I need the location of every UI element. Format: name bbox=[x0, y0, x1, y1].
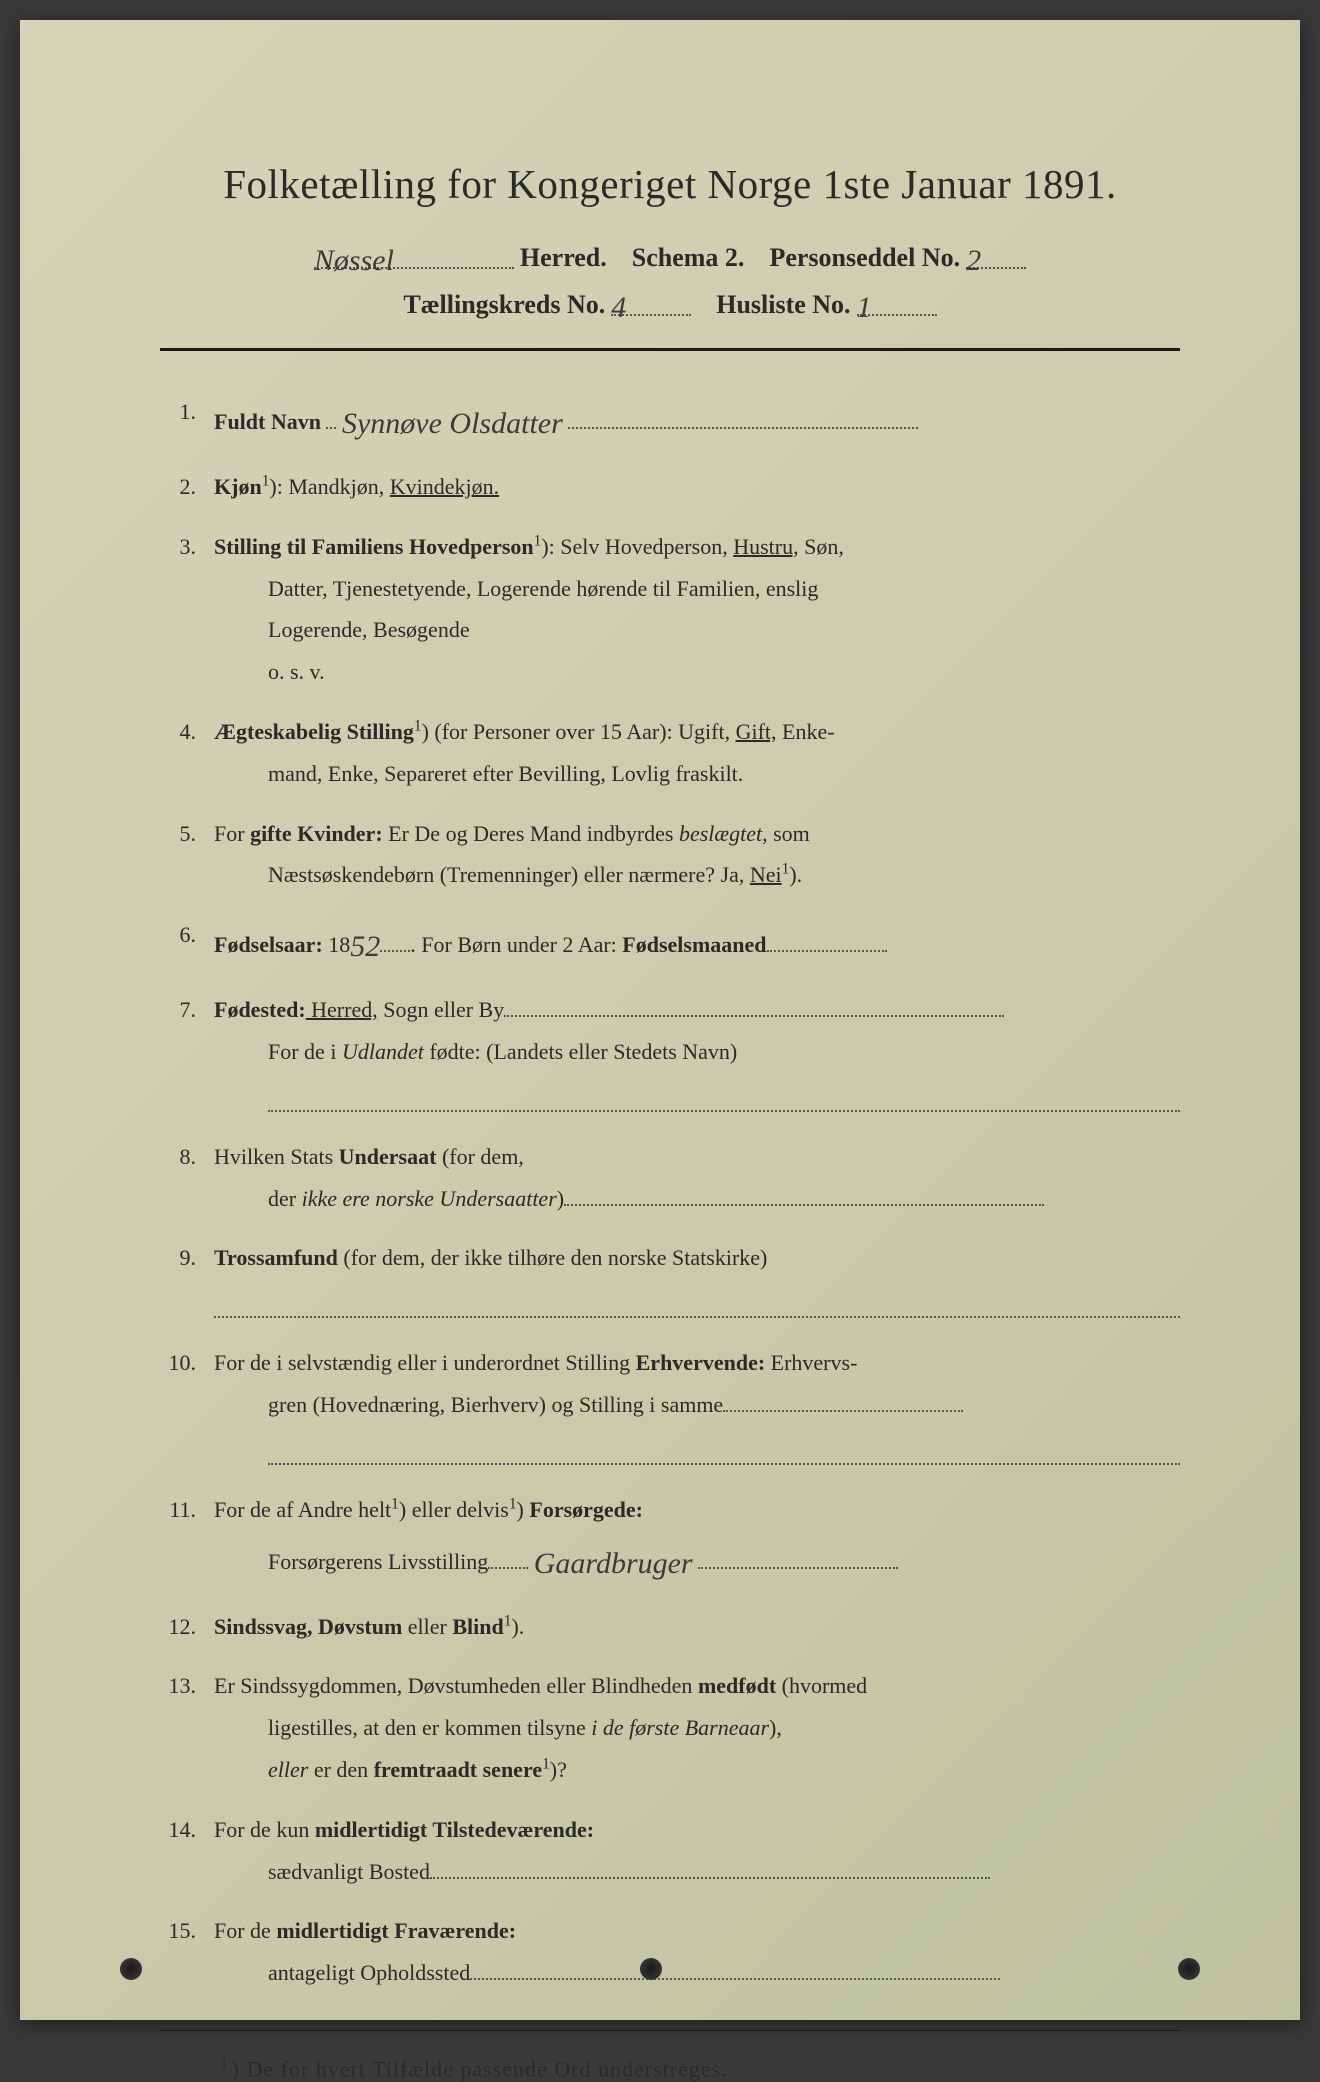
item-13: 13. Er Sindssygdommen, Døvstumheden elle… bbox=[160, 1665, 1180, 1790]
item-12-label: Sindssvag, Døvstum bbox=[214, 1614, 402, 1639]
item-8-num: 8. bbox=[160, 1136, 214, 1220]
item-1-body: Fuldt Navn Synnøve Olsdatter bbox=[214, 391, 1180, 448]
item-9-num: 9. bbox=[160, 1237, 214, 1324]
item-10: 10. For de i selvstændig eller i underor… bbox=[160, 1342, 1180, 1471]
item-4-selected: Gift, bbox=[736, 719, 777, 744]
header-row-1: Nøssel Herred. Schema 2. Personseddel No… bbox=[160, 240, 1180, 273]
item-5-selected: Nei bbox=[750, 862, 782, 887]
item-4: 4. Ægteskabelig Stilling1) (for Personer… bbox=[160, 711, 1180, 795]
item-6-year: 52 bbox=[350, 930, 380, 963]
item-3-label: Stilling til Familiens Hovedperson bbox=[214, 534, 534, 559]
item-13-body: Er Sindssygdommen, Døvstumheden eller Bl… bbox=[214, 1665, 1180, 1790]
item-14-label: midlertidigt Tilstedeværende: bbox=[315, 1817, 594, 1842]
herred-value: Nøssel bbox=[314, 244, 394, 277]
item-7-selected: Herred, bbox=[306, 997, 378, 1022]
item-9-body: Trossamfund (for dem, der ikke tilhøre d… bbox=[214, 1237, 1180, 1324]
header-row-2: Tællingskreds No. 4 Husliste No. 1 bbox=[160, 287, 1180, 320]
divider-top bbox=[160, 348, 1180, 351]
item-7-body: Fødested: Herred, Sogn eller By For de i… bbox=[214, 989, 1180, 1118]
item-2-body: Kjøn1): Mandkjøn, Kvindekjøn. bbox=[214, 466, 1180, 508]
item-3-body: Stilling til Familiens Hovedperson1): Se… bbox=[214, 526, 1180, 693]
item-2-num: 2. bbox=[160, 466, 214, 508]
item-8-body: Hvilken Stats Undersaat (for dem, der ik… bbox=[214, 1136, 1180, 1220]
item-3-num: 3. bbox=[160, 526, 214, 693]
item-12: 12. Sindssvag, Døvstum eller Blind1). bbox=[160, 1606, 1180, 1648]
item-13-label: medfødt bbox=[698, 1673, 776, 1698]
item-7: 7. Fødested: Herred, Sogn eller By For d… bbox=[160, 989, 1180, 1118]
item-6-num: 6. bbox=[160, 914, 214, 971]
item-2-label: Kjøn bbox=[214, 474, 262, 499]
item-10-label: Erhvervende: bbox=[636, 1350, 766, 1375]
item-6-body: Fødselsaar: 1852. For Børn under 2 Aar: … bbox=[214, 914, 1180, 971]
item-7-num: 7. bbox=[160, 989, 214, 1118]
item-3: 3. Stilling til Familiens Hovedperson1):… bbox=[160, 526, 1180, 693]
husliste-field: 1 bbox=[857, 287, 937, 316]
item-12-body: Sindssvag, Døvstum eller Blind1). bbox=[214, 1606, 1180, 1648]
item-11-num: 11. bbox=[160, 1489, 214, 1588]
item-10-num: 10. bbox=[160, 1342, 214, 1471]
personseddel-label: Personseddel No. bbox=[769, 243, 960, 273]
herred-label: Herred. bbox=[520, 243, 607, 273]
item-14-body: For de kun midlertidigt Tilstedeværende:… bbox=[214, 1809, 1180, 1893]
item-11: 11. For de af Andre helt1) eller delvis1… bbox=[160, 1489, 1180, 1588]
item-5-label: gifte Kvinder: bbox=[250, 821, 383, 846]
item-14-num: 14. bbox=[160, 1809, 214, 1893]
item-12-num: 12. bbox=[160, 1606, 214, 1648]
item-2-selected: Kvindekjøn. bbox=[390, 474, 499, 499]
item-4-label: Ægteskabelig Stilling bbox=[214, 719, 414, 744]
item-13-num: 13. bbox=[160, 1665, 214, 1790]
item-14: 14. For de kun midlertidigt Tilstedevære… bbox=[160, 1809, 1180, 1893]
husliste-label: Husliste No. bbox=[716, 290, 850, 320]
item-1-value: Synnøve Olsdatter bbox=[342, 407, 563, 440]
tallingskreds-value: 4 bbox=[611, 291, 626, 324]
item-6: 6. Fødselsaar: 1852. For Børn under 2 Aa… bbox=[160, 914, 1180, 971]
item-8-label: Undersaat bbox=[339, 1144, 437, 1169]
form-title: Folketælling for Kongeriget Norge 1ste J… bbox=[160, 160, 1180, 208]
personseddel-value: 2 bbox=[966, 244, 981, 277]
item-15-body: For de midlertidigt Fraværende: antageli… bbox=[214, 1910, 1180, 1994]
item-15: 15. For de midlertidigt Fraværende: anta… bbox=[160, 1910, 1180, 1994]
item-9: 9. Trossamfund (for dem, der ikke tilhør… bbox=[160, 1237, 1180, 1324]
punch-hole-right bbox=[1178, 1958, 1200, 1980]
herred-field: Nøssel bbox=[314, 240, 514, 269]
item-3-selected: Hustru, bbox=[733, 534, 798, 559]
schema-label: Schema 2. bbox=[632, 243, 745, 273]
divider-bottom bbox=[160, 2030, 1180, 2031]
item-4-body: Ægteskabelig Stilling1) (for Personer ov… bbox=[214, 711, 1180, 795]
item-11-value: Gaardbruger bbox=[534, 1547, 693, 1580]
footnote: 1) De for hvert Tilfælde passende Ord un… bbox=[160, 2055, 1180, 2082]
item-10-body: For de i selvstændig eller i underordnet… bbox=[214, 1342, 1180, 1471]
footnote-text: ) De for hvert Tilfælde passende Ord und… bbox=[232, 2056, 728, 2081]
item-11-body: For de af Andre helt1) eller delvis1) Fo… bbox=[214, 1489, 1180, 1588]
item-6-label: Fødselsaar: bbox=[214, 932, 323, 957]
census-form-page: Folketælling for Kongeriget Norge 1ste J… bbox=[20, 20, 1300, 2020]
item-8: 8. Hvilken Stats Undersaat (for dem, der… bbox=[160, 1136, 1180, 1220]
punch-hole-center bbox=[640, 1958, 662, 1980]
punch-hole-left bbox=[120, 1958, 142, 1980]
item-2: 2. Kjøn1): Mandkjøn, Kvindekjøn. bbox=[160, 466, 1180, 508]
item-7-label: Fødested: bbox=[214, 997, 306, 1022]
husliste-value: 1 bbox=[857, 291, 872, 324]
item-5-body: For gifte Kvinder: Er De og Deres Mand i… bbox=[214, 813, 1180, 897]
item-1-label: Fuldt Navn bbox=[214, 409, 321, 434]
tallingskreds-label: Tællingskreds No. bbox=[403, 290, 605, 320]
item-15-label: midlertidigt Fraværende: bbox=[276, 1918, 516, 1943]
item-15-num: 15. bbox=[160, 1910, 214, 1994]
tallingskreds-field: 4 bbox=[611, 287, 691, 316]
item-5-num: 5. bbox=[160, 813, 214, 897]
item-1: 1. Fuldt Navn Synnøve Olsdatter bbox=[160, 391, 1180, 448]
personseddel-field: 2 bbox=[966, 240, 1026, 269]
item-11-label: Forsørgede: bbox=[529, 1497, 643, 1522]
item-5: 5. For gifte Kvinder: Er De og Deres Man… bbox=[160, 813, 1180, 897]
item-9-label: Trossamfund bbox=[214, 1245, 338, 1270]
item-1-num: 1. bbox=[160, 391, 214, 448]
item-4-num: 4. bbox=[160, 711, 214, 795]
